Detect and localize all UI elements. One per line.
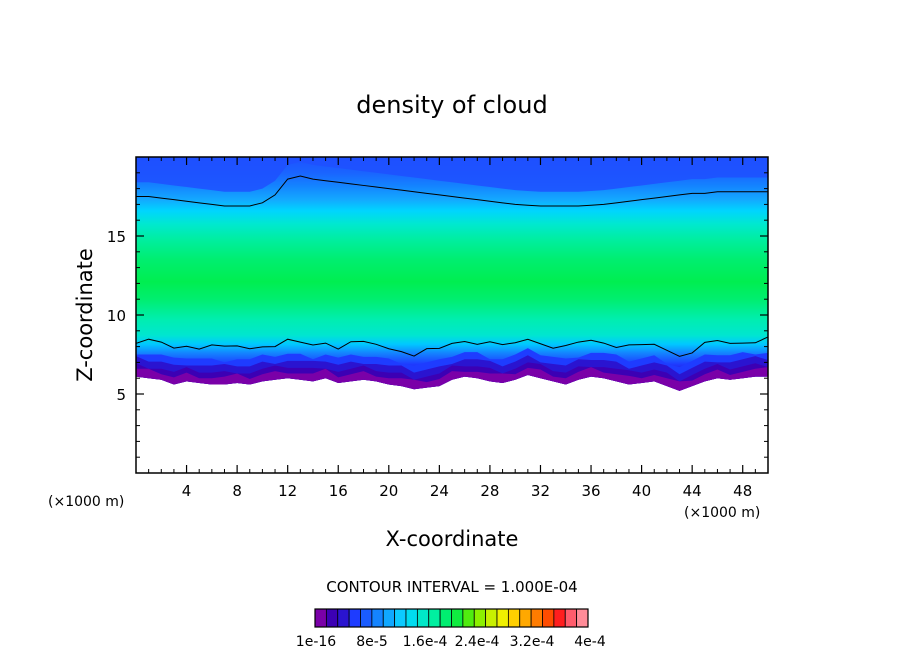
- colorbar-swatch: [473, 608, 487, 628]
- colorbar-label: 1.6e-4: [403, 634, 448, 650]
- colorbar-label: 3.2e-4: [510, 634, 555, 650]
- colorbar-swatch: [507, 608, 521, 628]
- y-tick-label: 5: [116, 386, 126, 404]
- contour-interval-text: CONTOUR INTERVAL = 1.000E-04: [326, 578, 577, 596]
- x-unit-right: (×1000 m): [684, 505, 760, 521]
- cloud-density-field: [136, 157, 768, 391]
- colorbar-label: 8e-5: [356, 634, 387, 650]
- y-tick-label: 10: [107, 307, 126, 325]
- x-tick-label: 48: [733, 482, 752, 500]
- colorbar-swatch: [462, 608, 475, 628]
- colorbar-swatch: [371, 608, 384, 628]
- colorbar: [314, 608, 589, 628]
- y-tick-labels: 5 10 15: [107, 228, 126, 404]
- upper-region: [136, 157, 768, 192]
- colorbar-frame: [314, 608, 589, 628]
- x-tick-label: 28: [480, 482, 499, 500]
- x-tick-label: 16: [329, 482, 348, 500]
- colorbar-swatch: [485, 608, 498, 628]
- axis-ticks: [136, 157, 768, 473]
- colorbar-labels: 1e-16 8e-5 1.6e-4 2.4e-4 3.2e-4 4e-4: [296, 634, 606, 650]
- colorbar-label: 2.4e-4: [455, 634, 500, 650]
- x-tick-labels: 4 8 12 16 20 24 28 32 36 40 44 48: [182, 482, 752, 500]
- cloud-base-layer: [136, 367, 768, 391]
- x-tick-label: 36: [581, 482, 600, 500]
- x-tick-label: 40: [632, 482, 651, 500]
- x-unit-left: (×1000 m): [48, 494, 124, 510]
- colorbar-swatch: [542, 608, 555, 628]
- colorbar-swatch: [576, 608, 589, 628]
- x-tick-label: 44: [683, 482, 702, 500]
- upper-contour-line: [136, 175, 768, 207]
- colorbar-swatch: [325, 608, 339, 628]
- colorbar-swatch: [337, 608, 350, 628]
- colorbar-swatch: [416, 608, 430, 628]
- colorbar-swatch: [428, 608, 441, 628]
- x-tick-label: 12: [278, 482, 297, 500]
- colorbar-swatch: [530, 608, 543, 628]
- colorbar-swatch: [405, 608, 418, 628]
- colorbar-label: 1e-16: [296, 634, 336, 650]
- cloud-band: [136, 157, 768, 380]
- y-axis-label: Z-coordinate: [73, 248, 97, 382]
- x-axis-label: X-coordinate: [386, 527, 519, 551]
- x-tick-label: 20: [379, 482, 398, 500]
- x-tick-label: 24: [430, 482, 449, 500]
- chart-title: density of cloud: [356, 91, 547, 119]
- colorbar-swatch: [348, 608, 361, 628]
- colorbar-swatch: [451, 608, 464, 628]
- colorbar-swatch: [439, 608, 452, 628]
- y-tick-label: 15: [107, 228, 126, 246]
- colorbar-swatch: [519, 608, 532, 628]
- colorbar-swatch: [496, 608, 509, 628]
- colorbar-label: 4e-4: [574, 634, 606, 650]
- colorbar-swatch: [394, 608, 407, 628]
- colorbar-swatch: [553, 608, 566, 628]
- contour-lines: [136, 175, 768, 357]
- x-tick-label: 8: [232, 482, 242, 500]
- colorbar-swatch: [314, 608, 327, 628]
- colorbar-swatch: [564, 608, 578, 628]
- x-tick-label: 4: [182, 482, 192, 500]
- lower-contour-line: [136, 336, 768, 357]
- x-tick-label: 32: [531, 482, 550, 500]
- colorbar-swatch: [360, 608, 373, 628]
- colorbar-swatch: [382, 608, 396, 628]
